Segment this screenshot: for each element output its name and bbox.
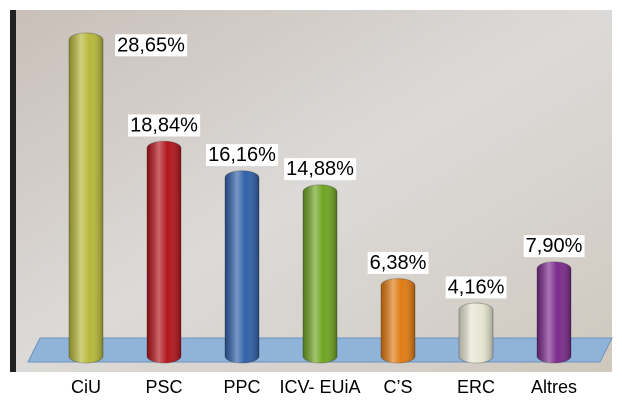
x-tick-label: PSC	[145, 377, 182, 397]
bar-shade	[537, 262, 571, 363]
bar-shade	[225, 171, 259, 363]
value-label: 6,38%	[370, 252, 427, 274]
chart: 28,65% CiU 18,84% PSC 16,16% PPC 14,88% ICV- EU…	[0, 0, 622, 419]
frame-edge	[10, 10, 16, 372]
value-label: 28,65%	[117, 34, 185, 56]
bar-shade	[69, 33, 103, 363]
bar-shade	[459, 303, 493, 363]
value-label: 7,90%	[526, 235, 583, 257]
value-label: 18,84%	[130, 114, 198, 136]
bar-shade	[381, 279, 415, 363]
x-tick-label: ICV- EUiA	[279, 377, 360, 397]
x-tick-label: Altres	[531, 377, 577, 397]
x-tick-label: CiU	[71, 377, 101, 397]
x-tick-label: ERC	[457, 377, 495, 397]
value-label: 4,16%	[448, 276, 505, 298]
x-tick-label: PPC	[223, 377, 260, 397]
value-label: 14,88%	[286, 158, 354, 180]
x-tick-label: C’S	[383, 377, 412, 397]
bar-shade	[147, 141, 181, 363]
bar-shade	[303, 185, 337, 363]
value-label: 16,16%	[208, 144, 276, 166]
